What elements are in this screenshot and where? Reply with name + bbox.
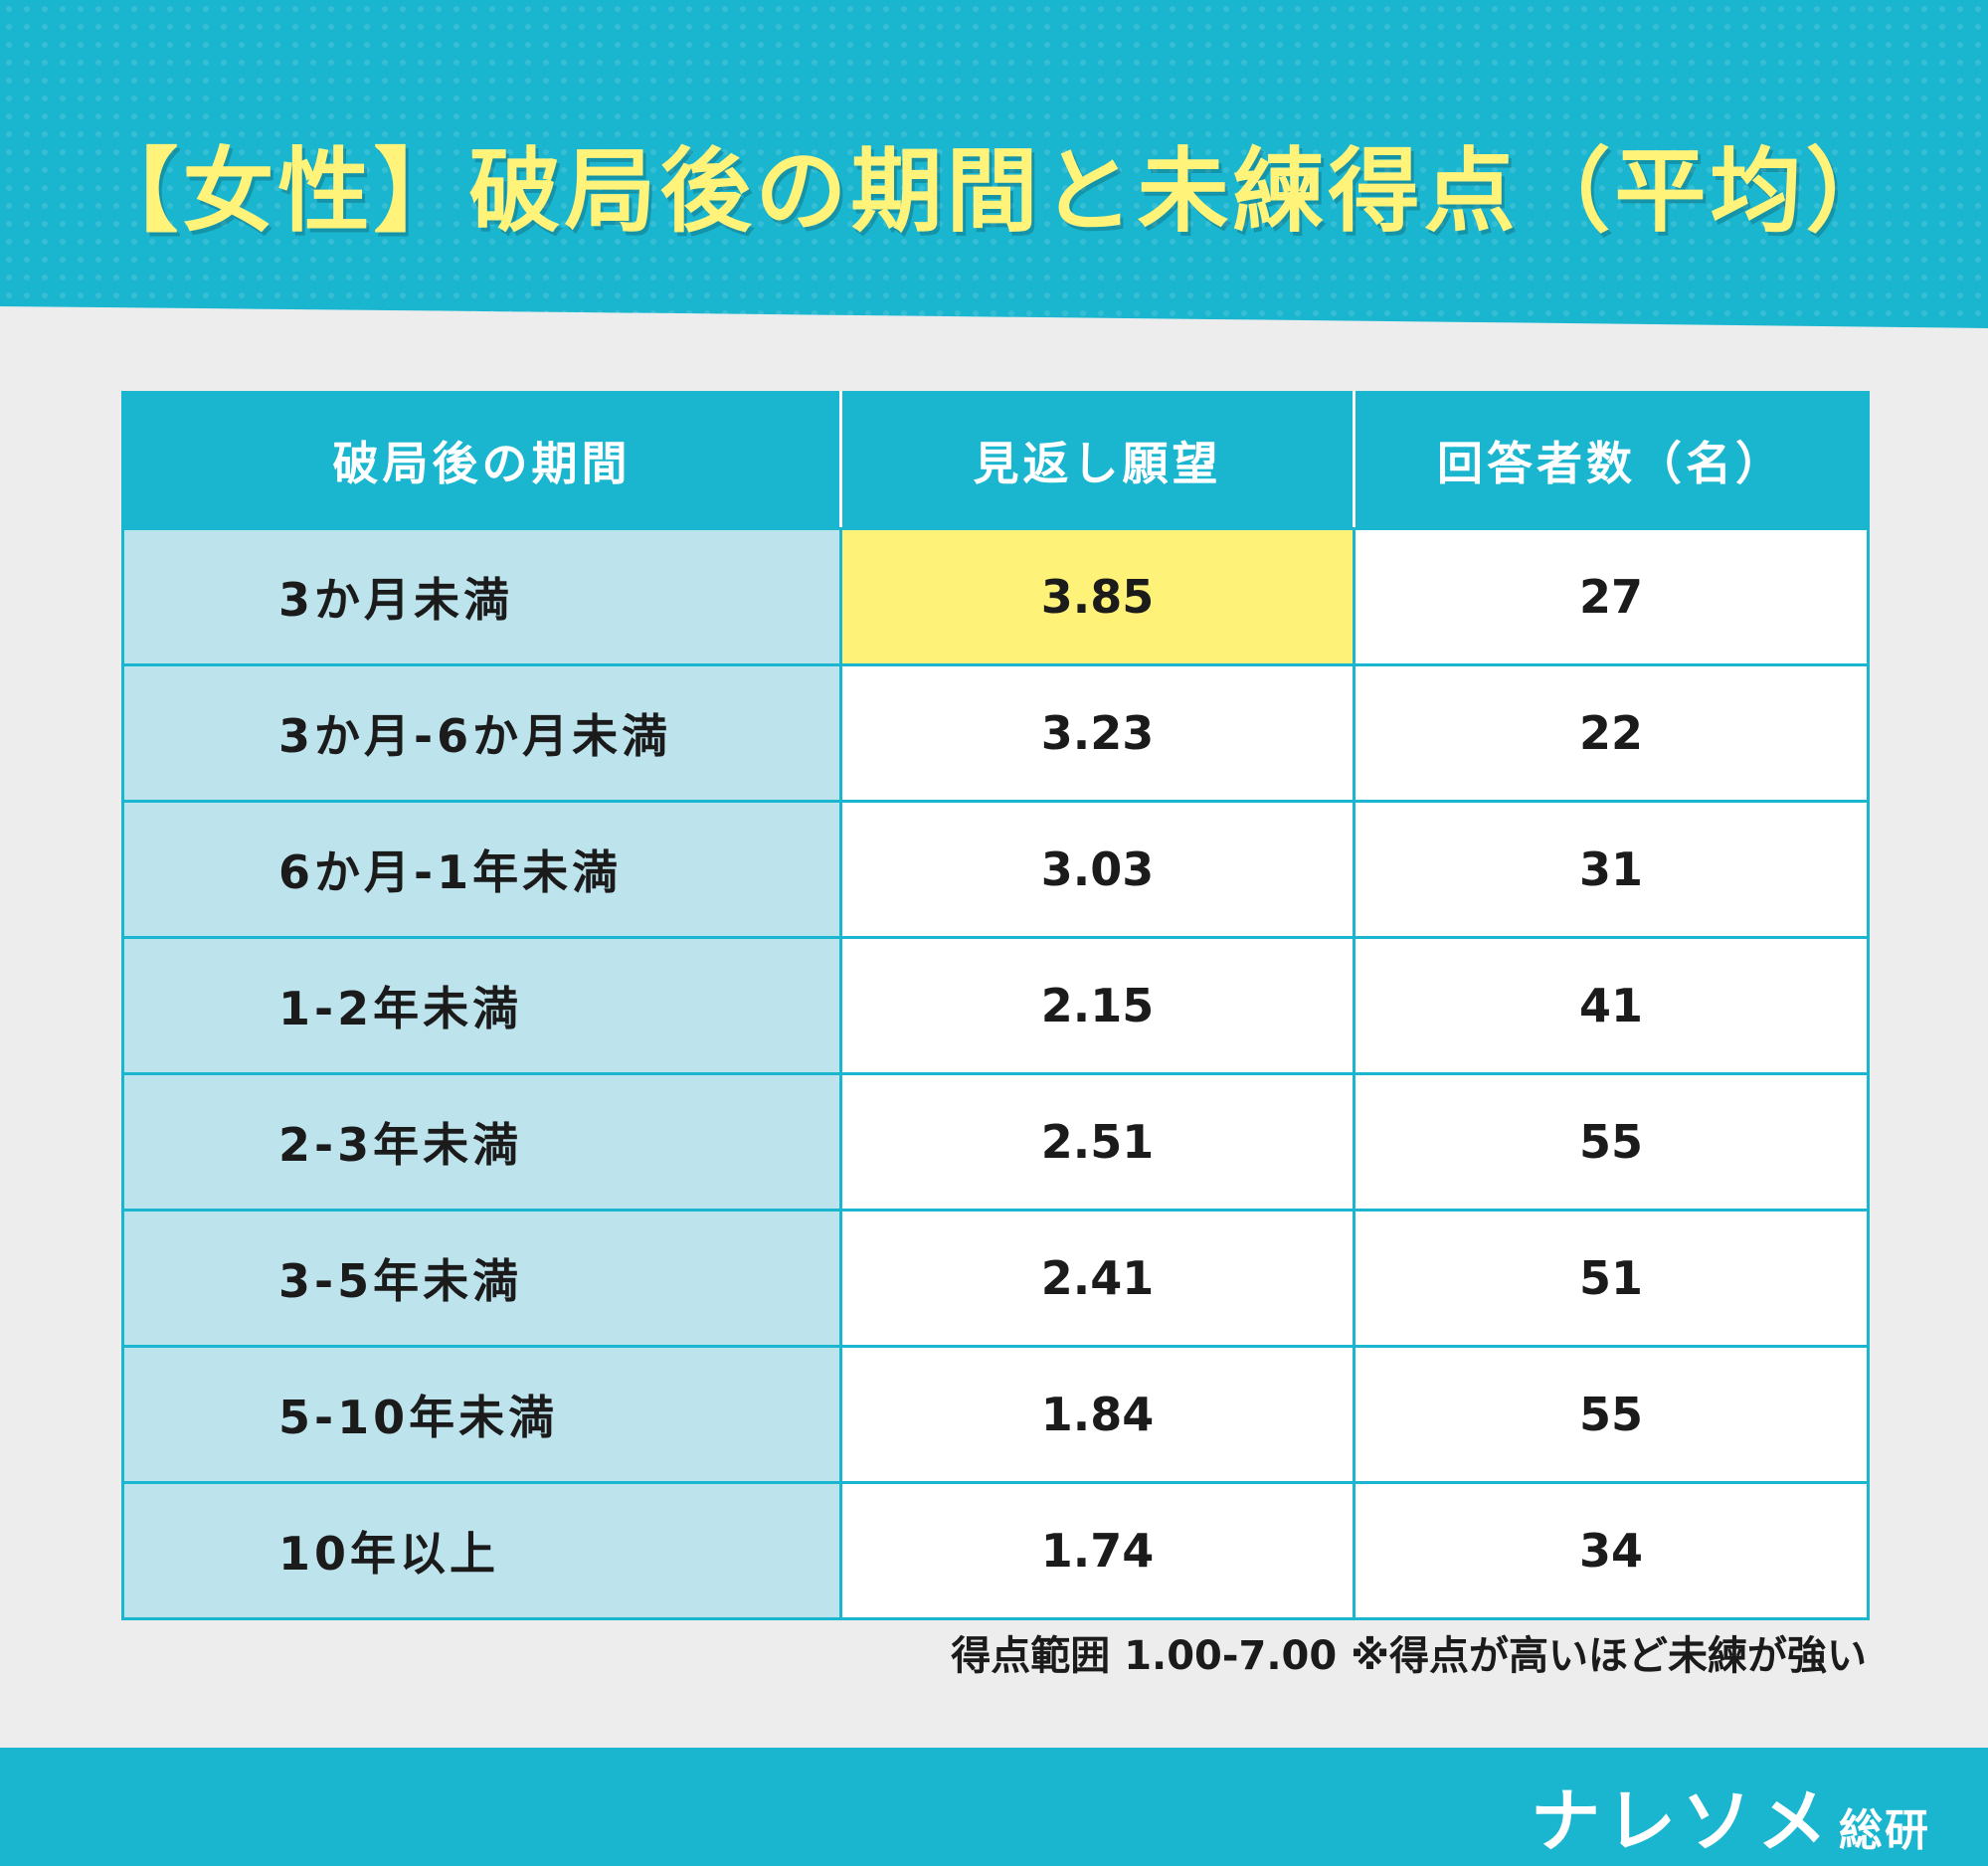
column-header-period: 破局後の期間 (121, 391, 842, 530)
count-cell: 41 (1353, 936, 1870, 1075)
table-row: 3-5年未満 2.41 51 (121, 1209, 1870, 1348)
period-cell: 10年以上 (121, 1481, 842, 1620)
period-cell: 3か月-6か月未満 (121, 663, 842, 803)
table-row: 6か月-1年未満 3.03 31 (121, 800, 1870, 939)
brand-logo: ナレソメ 総研 (1531, 1766, 1930, 1866)
data-table: 破局後の期間 見返し願望 回答者数（名） 3か月未満 3.85 27 3か月-6… (121, 391, 1870, 1620)
header-banner: 【女性】破局後の期間と未練得点（平均） (0, 0, 1988, 328)
table-row: 10年以上 1.74 34 (121, 1481, 1870, 1620)
score-cell: 1.84 (839, 1345, 1355, 1484)
score-cell-highlighted: 3.85 (839, 527, 1355, 666)
count-cell: 22 (1353, 663, 1870, 803)
score-cell: 1.74 (839, 1481, 1355, 1620)
header-background (0, 0, 1988, 328)
period-cell: 3-5年未満 (121, 1209, 842, 1348)
count-cell: 34 (1353, 1481, 1870, 1620)
score-cell: 2.15 (839, 936, 1355, 1075)
table-header-row: 破局後の期間 見返し願望 回答者数（名） (121, 391, 1870, 530)
count-cell: 51 (1353, 1209, 1870, 1348)
score-cell: 3.23 (839, 663, 1355, 803)
score-range-note: 得点範囲 1.00-7.00 ※得点が高いほど未練が強い (951, 1633, 1867, 1679)
period-cell: 3か月未満 (121, 527, 842, 666)
period-cell: 6か月-1年未満 (121, 800, 842, 939)
count-cell: 31 (1353, 800, 1870, 939)
table-row: 2-3年未満 2.51 55 (121, 1072, 1870, 1212)
score-cell: 2.51 (839, 1072, 1355, 1212)
column-header-count: 回答者数（名） (1353, 391, 1870, 530)
footer-bar: ナレソメ 総研 (0, 1748, 1988, 1866)
brand-suffix: 総研 (1839, 1805, 1930, 1856)
table-row: 3か月-6か月未満 3.23 22 (121, 663, 1870, 803)
page-title: 【女性】破局後の期間と未練得点（平均） (87, 138, 1901, 245)
count-cell: 55 (1353, 1072, 1870, 1212)
column-header-score: 見返し願望 (839, 391, 1355, 530)
count-cell: 55 (1353, 1345, 1870, 1484)
table-row: 3か月未満 3.85 27 (121, 527, 1870, 666)
score-cell: 2.41 (839, 1209, 1355, 1348)
period-cell: 1-2年未満 (121, 936, 842, 1075)
brand-name: ナレソメ (1531, 1780, 1833, 1862)
table-row: 1-2年未満 2.15 41 (121, 936, 1870, 1075)
score-cell: 3.03 (839, 800, 1355, 939)
period-cell: 2-3年未満 (121, 1072, 842, 1212)
count-cell: 27 (1353, 527, 1870, 666)
period-cell: 5-10年未満 (121, 1345, 842, 1484)
table-row: 5-10年未満 1.84 55 (121, 1345, 1870, 1484)
